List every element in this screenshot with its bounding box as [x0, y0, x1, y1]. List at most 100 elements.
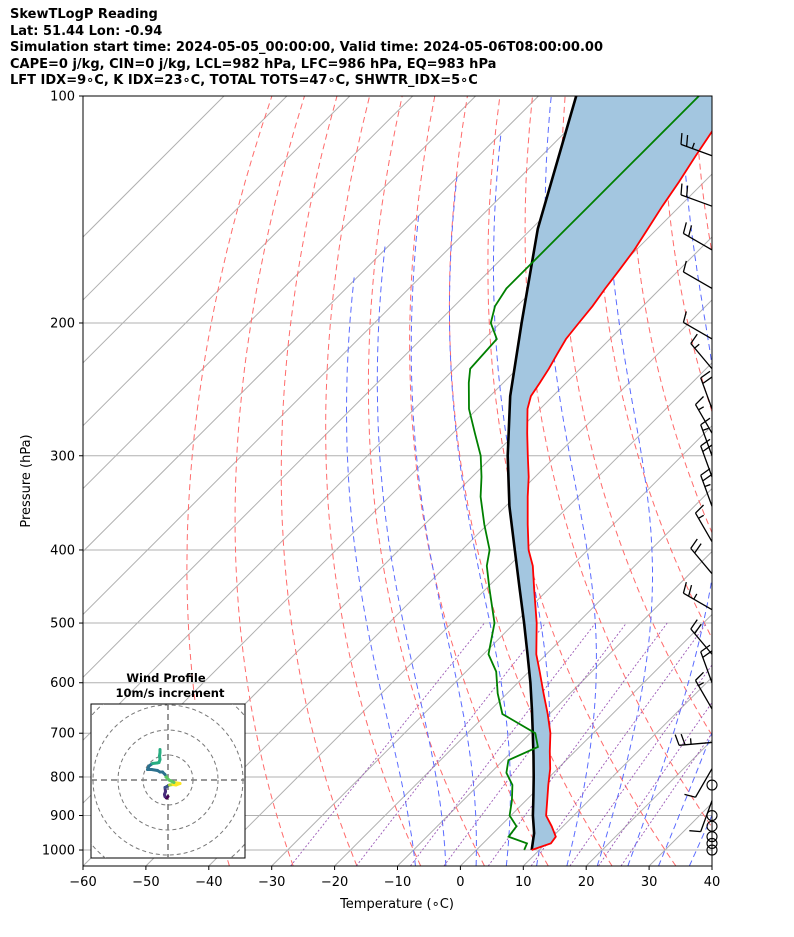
isotherm-line: [775, 96, 794, 866]
wind-barb-flag: [695, 504, 704, 514]
wind-barb-flag: [687, 584, 693, 597]
wind-barb-flag: [680, 133, 683, 145]
mixing-ratio-line: [410, 622, 596, 866]
x-tick-label: −20: [321, 875, 348, 890]
dry-adiabat: [280, 96, 358, 866]
y-tick-label: 700: [50, 727, 75, 742]
mixing-ratio-line: [569, 664, 712, 866]
parcel-line: [506, 96, 578, 851]
profile-lines: [467, 96, 712, 851]
wind-barb-flag: [702, 444, 713, 453]
x-tick-label: −30: [258, 875, 285, 890]
x-tick-label: 0: [456, 875, 464, 890]
wind-barbs: [674, 133, 718, 856]
x-tick-label: 10: [515, 875, 532, 890]
wind-barb-flag: [685, 185, 689, 198]
wind-barb-flag: [682, 260, 687, 273]
wind-barb-flag: [682, 222, 687, 234]
x-tick-label: −40: [195, 875, 222, 890]
y-tick-label: 500: [50, 617, 75, 632]
dry-adiabat: [761, 96, 794, 866]
y-tick-label: 800: [50, 770, 75, 785]
wind-barb-staff: [683, 321, 713, 340]
wind-barb-flag: [682, 311, 687, 323]
dry-adiabat: [487, 96, 677, 866]
location-line: Lat: 51.44 Lon: -0.94: [10, 23, 163, 39]
y-tick-label: 600: [50, 676, 75, 691]
y-tick-label: 400: [50, 543, 75, 558]
y-tick-label: 300: [50, 449, 75, 464]
isotherm-line: [145, 299, 712, 866]
mixing-ratio-line: [620, 732, 712, 866]
moist-adiabat: [596, 96, 653, 866]
isotherm-line: [83, 96, 414, 427]
calm-wind-marker: [706, 820, 718, 832]
isotherm-line: [83, 96, 665, 679]
isotherm-line: [83, 96, 225, 238]
dry-adiabat: [662, 96, 712, 414]
isotherm-line: [648, 802, 712, 866]
axis-ticks: −60 −50 −40 −30 −20 −10 0 10 20 30 40 100 200 300 400 5…: [42, 90, 720, 891]
wind-barb-staff: [700, 424, 713, 456]
wind-barb-half-flag: [693, 593, 698, 600]
wind-barb-flag: [700, 370, 711, 379]
dry-adiabat: [629, 96, 712, 534]
y-tick-label: 900: [50, 809, 75, 824]
wind-barb-staff: [683, 271, 713, 290]
wind-barb-half-flag: [694, 343, 700, 349]
hodograph-title: Wind Profile: [126, 671, 206, 685]
wind-barb-half-flag: [691, 142, 695, 149]
dry-adiabat: [409, 96, 549, 866]
wind-barb-staff: [700, 800, 713, 832]
hodograph: Wind Profile 10m/s increment: [90, 671, 246, 859]
wind-barb-staff: [683, 592, 713, 611]
wind-barb-flag: [680, 733, 686, 746]
wind-barb-flag: [682, 581, 687, 594]
dry-adiabat: [694, 96, 712, 256]
dry-adiabat: [728, 96, 794, 866]
dry-adiabat: [595, 96, 712, 640]
wind-barb-staff: [694, 680, 713, 710]
wind-barb-flag: [702, 473, 713, 482]
moist-adiabat: [544, 96, 597, 866]
dry-adiabat: [367, 96, 485, 866]
moist-adiabat: [410, 215, 477, 866]
isotherm-line: [334, 487, 712, 866]
wind-barb-flag: [694, 543, 702, 554]
calm-wind-marker: [706, 779, 718, 791]
mixing-ratio-line: [598, 701, 712, 866]
wind-barb-staff: [694, 512, 713, 543]
isotherm-line: [83, 96, 351, 364]
isotherm-line: [460, 613, 712, 866]
moist-adiabat: [346, 277, 416, 866]
moist-adiabat: [376, 245, 447, 866]
wind-barb-flag: [695, 396, 704, 406]
isotherm-line: [83, 96, 539, 553]
wind-barb-half-flag: [702, 427, 709, 431]
wind-barb-half-flag: [698, 682, 705, 687]
wind-barb-flag: [695, 671, 704, 681]
wind-barb-flag: [700, 644, 711, 653]
wind-barb-flag: [700, 438, 711, 447]
plot-area: [83, 96, 794, 866]
mixing-ratio-line: [290, 622, 485, 866]
dry-adiabat: [524, 96, 712, 829]
calm-wind-marker: [706, 844, 718, 856]
wind-barb-flag: [689, 830, 701, 833]
x-tick-label: 40: [704, 875, 721, 890]
x-tick-label: 30: [641, 875, 658, 890]
wind-barb-half-flag: [698, 514, 705, 519]
isotherm-line: [271, 424, 712, 866]
x-tick-label: −50: [132, 875, 159, 890]
wind-barb-half-flag: [704, 483, 711, 488]
wind-barb-staff: [690, 343, 713, 370]
isotherm-line: [83, 96, 602, 616]
dewpoint-line: [467, 96, 700, 851]
wind-barb-flag: [684, 793, 696, 798]
hodograph-plot: [91, 704, 245, 858]
dry-adiabat: [325, 96, 422, 866]
wind-barb-half-flag: [698, 406, 705, 411]
wind-barb-flag: [685, 135, 689, 147]
wind-barb-flag: [690, 538, 698, 549]
